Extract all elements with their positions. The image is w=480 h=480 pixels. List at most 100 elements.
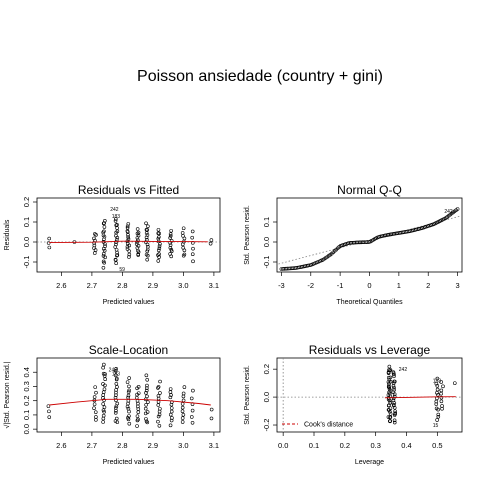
rvf-point: [136, 244, 141, 248]
rvf-point-label: 183: [112, 214, 121, 220]
sl-point: [114, 390, 118, 395]
sl-point: [101, 382, 105, 386]
rvf-point: [181, 226, 186, 231]
sl-point: [113, 369, 118, 373]
sl-point: [136, 385, 141, 389]
rvf-point: [102, 229, 106, 234]
rvf-point: [92, 246, 96, 250]
sl-x-tick-label: 2.7: [87, 441, 97, 450]
rvf-point: [136, 230, 141, 235]
rvf-point: [92, 241, 96, 245]
sl-point: [158, 379, 162, 384]
sl-point: [135, 424, 139, 428]
rvf-point: [145, 249, 150, 254]
rvl-point: [386, 380, 391, 384]
panel-rvl: Residuals vs Leverage 0.0 0.1 0.2 0.3 0.4 0.5 0…: [244, 343, 463, 466]
rvf-point: [145, 242, 150, 247]
sl-point: [170, 400, 174, 404]
rvf-point: [190, 252, 195, 257]
rvl-point: [434, 381, 439, 386]
rvl-point: [436, 392, 440, 397]
sl-point: [180, 405, 185, 410]
sl-point: [127, 421, 132, 426]
rvl-point: [436, 414, 441, 419]
sl-point: [191, 388, 195, 393]
rvf-point: [114, 247, 119, 252]
rvf-point: [93, 232, 97, 236]
rvl-point: [435, 376, 440, 381]
rvl-point: [436, 412, 441, 417]
sl-point: [127, 376, 131, 380]
rvl-point: [387, 368, 391, 372]
rvf-point: [144, 227, 149, 232]
rvf-point: [126, 235, 130, 239]
rvf-x-tick-label: 3.0: [178, 281, 188, 290]
qq-x-axis-title: Theoretical Quantiles: [336, 299, 403, 306]
rvf-point: [135, 240, 140, 244]
rvf-point: [168, 236, 172, 240]
rvl-point: [435, 387, 440, 392]
sl-y-axis-title: √|Std. Pearson resid.|: [3, 361, 11, 428]
sl-plot-frame: [36, 357, 221, 433]
qq-x-tick-label: 2: [426, 281, 430, 290]
rvl-point: [434, 402, 439, 406]
rvl-point-label: 242: [399, 367, 408, 373]
sl-point: [168, 412, 173, 417]
sl-point: [180, 416, 185, 420]
qq-point: [366, 240, 371, 244]
sl-point: [113, 373, 118, 378]
rvl-point: [387, 384, 391, 388]
rvf-point: [115, 253, 120, 257]
rvl-point: [393, 411, 398, 416]
sl-point: [114, 367, 118, 371]
rvf-point: [157, 235, 161, 239]
rvl-point: [434, 406, 439, 411]
rvl-point: [392, 385, 396, 390]
rvf-point: [156, 248, 161, 253]
sl-point: [156, 385, 161, 389]
sl-point: [125, 380, 130, 384]
rvf-point: [136, 252, 140, 257]
sl-point: [126, 393, 131, 398]
rvf-point: [135, 227, 140, 231]
rvl-point-label: 183: [433, 378, 442, 384]
sl-point: [126, 406, 131, 411]
rvf-point: [114, 223, 119, 228]
rvf-point: [113, 219, 118, 223]
sl-point: [144, 391, 148, 395]
sl-point: [168, 387, 173, 391]
rvl-point: [388, 375, 393, 380]
sl-point: [113, 411, 118, 415]
rvf-point: [127, 252, 132, 257]
rvl-point: [392, 420, 397, 425]
sl-point: [115, 420, 120, 424]
sl-point: [127, 388, 131, 393]
sl-point: [182, 385, 187, 389]
rvf-y-axis-title: Residuals: [4, 219, 11, 250]
rvl-point: [392, 402, 396, 407]
rvf-point: [102, 248, 107, 253]
sl-point: [158, 406, 162, 411]
sl-point: [170, 416, 174, 420]
rvf-point: [114, 240, 118, 244]
rvl-plot-frame: [276, 357, 463, 433]
qq-points: [279, 207, 460, 271]
qq-x-tick-label: 3: [456, 281, 460, 290]
sl-x-tick-label: 3.0: [178, 441, 188, 450]
rvl-point: [388, 406, 393, 411]
rvf-point: [92, 243, 97, 248]
rvf-point: [168, 232, 173, 236]
sl-point: [136, 407, 141, 411]
rvf-point: [157, 246, 162, 251]
rvf-panel-title: Residuals vs Fitted: [78, 183, 179, 197]
rvf-point: [102, 225, 107, 229]
rvf-point: [168, 243, 173, 247]
rvf-point-label: 242: [110, 207, 119, 213]
rvl-point: [393, 409, 397, 414]
sl-point: [144, 386, 149, 390]
rvf-point: [125, 241, 130, 246]
sl-point: [181, 412, 186, 417]
sl-point: [127, 414, 131, 418]
rvl-point: [388, 412, 393, 416]
sl-point: [181, 391, 186, 396]
